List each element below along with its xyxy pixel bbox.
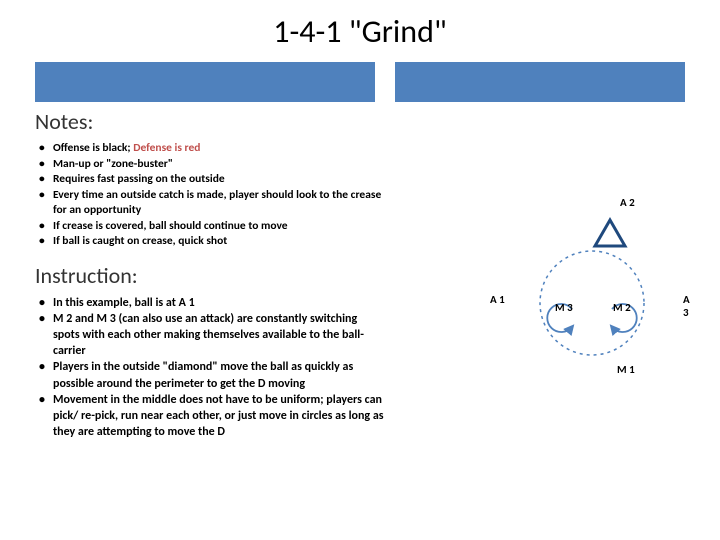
notes-item: Offense is black; Defense is red [39, 141, 385, 157]
notes-item: Requires fast passing on the outside [39, 172, 385, 188]
label-a3: A 3 [683, 293, 695, 319]
label-m2: M 2 [613, 301, 631, 314]
page-title: 1-4-1 "Grind" [0, 0, 720, 57]
diagram-svg [395, 108, 695, 408]
notes-item: Every time an outside catch is made, pla… [39, 188, 385, 219]
text-content: Notes: Offense is black; Defense is red … [35, 108, 385, 440]
goal-icon [595, 220, 625, 246]
header-bar-left [35, 62, 375, 102]
instruction-item: M 2 and M 3 (can also use an attack) are… [39, 311, 385, 360]
notes-item: Man-up or "zone-buster" [39, 157, 385, 173]
instruction-heading: Instruction: [35, 262, 385, 289]
header-bar-right [395, 62, 685, 102]
instruction-item: Movement in the middle does not have to … [39, 392, 385, 441]
notes-item: If crease is covered, ball should contin… [39, 219, 385, 235]
label-m1: M 1 [617, 363, 635, 376]
label-a1: A 1 [490, 293, 505, 306]
label-a2: A 2 [620, 196, 635, 209]
instruction-list: In this example, ball is at A 1 M 2 and … [35, 295, 385, 441]
play-diagram: A 1 A 2 A 3 M 1 M 2 M 3 [395, 108, 695, 408]
instruction-item: Players in the outside "diamond" move th… [39, 359, 385, 391]
notes-heading: Notes: [35, 108, 385, 135]
label-m3: M 3 [555, 301, 573, 314]
notes-list: Offense is black; Defense is red Man-up … [35, 141, 385, 250]
notes-item: If ball is caught on crease, quick shot [39, 234, 385, 250]
instruction-item: In this example, ball is at A 1 [39, 295, 385, 311]
